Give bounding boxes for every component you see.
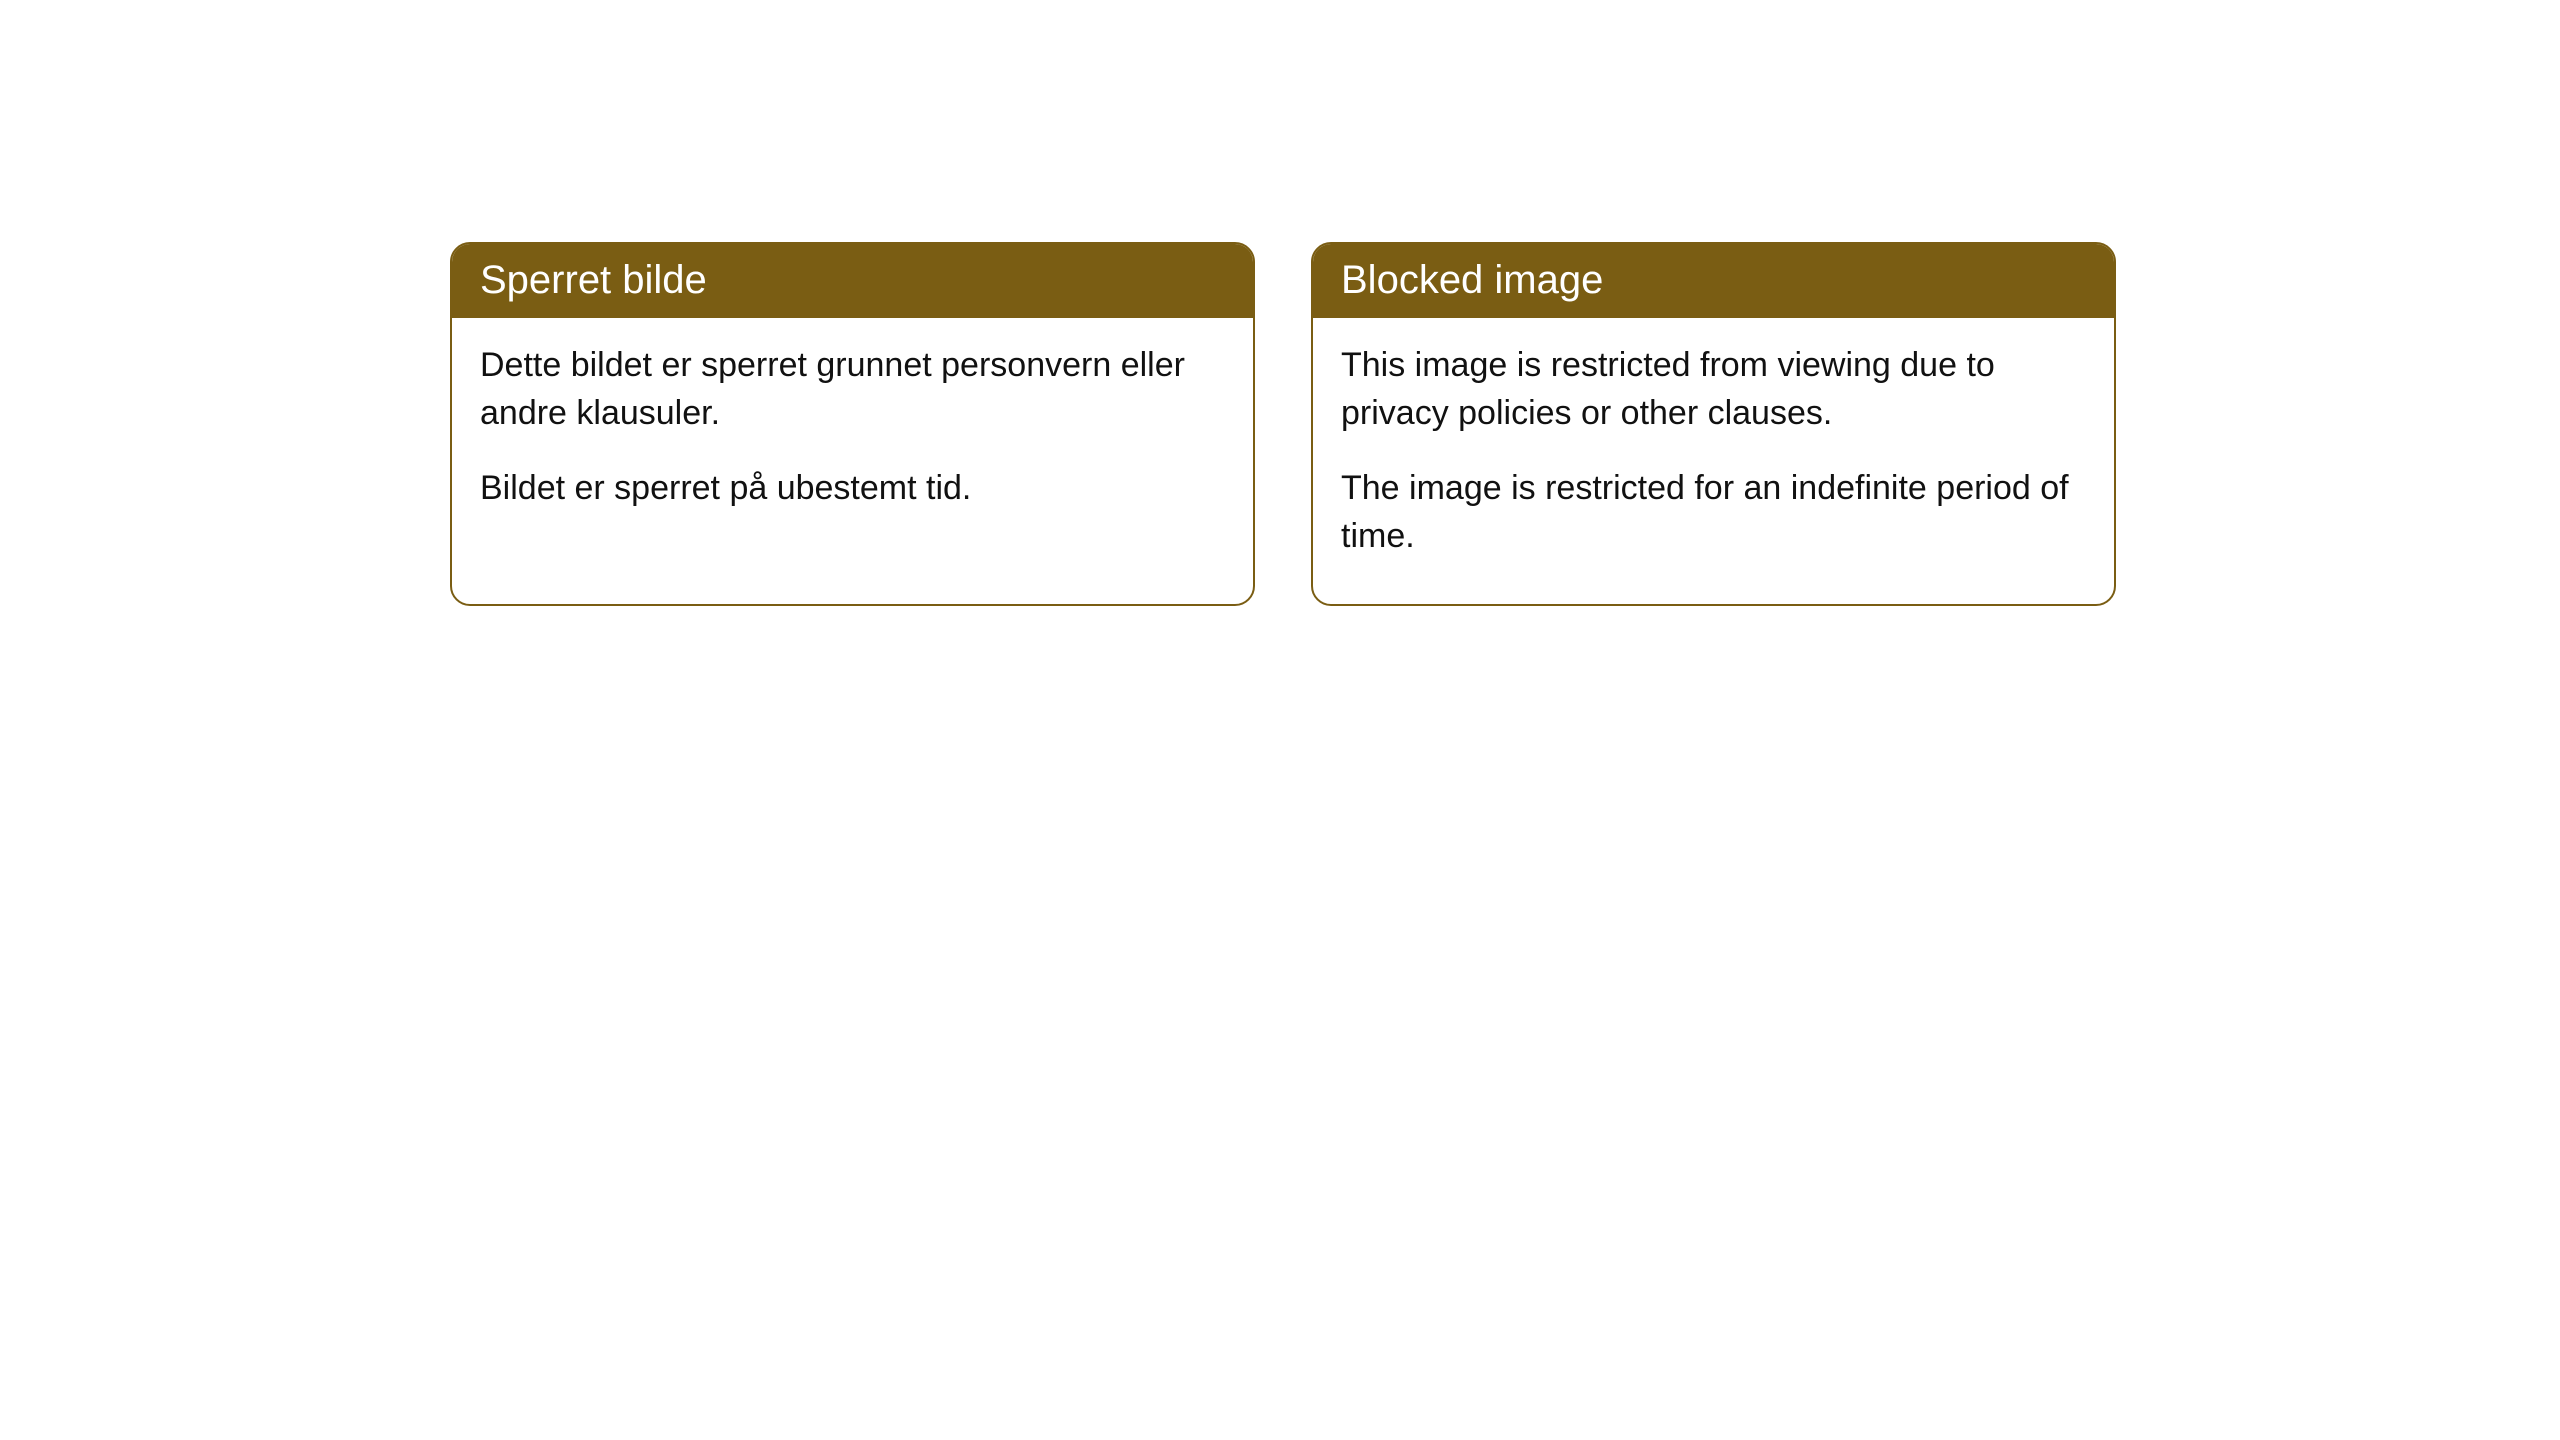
notice-cards-container: Sperret bilde Dette bildet er sperret gr… (0, 0, 2560, 606)
card-body: Dette bildet er sperret grunnet personve… (452, 318, 1253, 557)
notice-paragraph: The image is restricted for an indefinit… (1341, 465, 2086, 560)
card-header: Sperret bilde (452, 244, 1253, 318)
notice-paragraph: Bildet er sperret på ubestemt tid. (480, 465, 1225, 513)
notice-paragraph: Dette bildet er sperret grunnet personve… (480, 342, 1225, 437)
card-header: Blocked image (1313, 244, 2114, 318)
card-body: This image is restricted from viewing du… (1313, 318, 2114, 604)
notice-card-english: Blocked image This image is restricted f… (1311, 242, 2116, 606)
notice-card-norwegian: Sperret bilde Dette bildet er sperret gr… (450, 242, 1255, 606)
notice-paragraph: This image is restricted from viewing du… (1341, 342, 2086, 437)
